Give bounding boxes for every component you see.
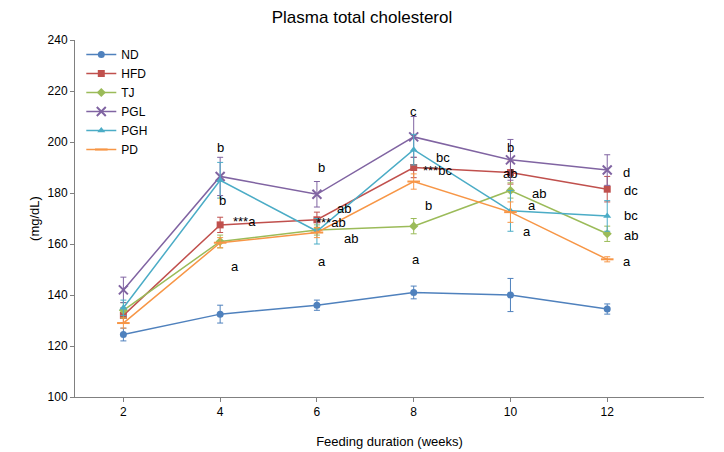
- svg-text:(mg/dL): (mg/dL): [27, 196, 42, 241]
- svg-text:4: 4: [217, 405, 224, 419]
- svg-text:a: a: [231, 259, 239, 274]
- svg-text:a: a: [528, 198, 536, 213]
- svg-text:bc: bc: [624, 208, 638, 223]
- svg-text:100: 100: [48, 390, 68, 404]
- svg-text:8: 8: [410, 405, 417, 419]
- svg-text:180: 180: [48, 186, 68, 200]
- svg-text:a: a: [523, 224, 531, 239]
- svg-text:ab: ab: [337, 201, 351, 216]
- svg-text:***ab: ***ab: [316, 215, 346, 230]
- svg-text:c: c: [410, 104, 417, 119]
- svg-text:d: d: [623, 165, 630, 180]
- svg-text:b: b: [507, 140, 514, 155]
- svg-text:240: 240: [48, 33, 68, 47]
- svg-text:***bc: ***bc: [423, 163, 452, 178]
- svg-text:PGL: PGL: [121, 105, 145, 119]
- svg-text:b: b: [318, 160, 325, 175]
- svg-text:Plasma total cholesterol: Plasma total cholesterol: [272, 8, 452, 27]
- svg-text:ab: ab: [344, 231, 358, 246]
- svg-text:PD: PD: [121, 143, 138, 157]
- svg-text:160: 160: [48, 237, 68, 251]
- svg-text:120: 120: [48, 339, 68, 353]
- svg-text:PGH: PGH: [121, 124, 147, 138]
- svg-text:Feeding duration (weeks): Feeding duration (weeks): [316, 434, 463, 449]
- svg-text:220: 220: [48, 84, 68, 98]
- svg-text:***a: ***a: [233, 214, 256, 229]
- svg-text:ab: ab: [503, 166, 517, 181]
- svg-text:ab: ab: [624, 228, 638, 243]
- svg-text:TJ: TJ: [121, 86, 134, 100]
- svg-text:b: b: [425, 198, 432, 213]
- svg-text:a: a: [318, 254, 326, 269]
- svg-text:bc: bc: [436, 150, 450, 165]
- svg-text:ab: ab: [532, 186, 546, 201]
- svg-text:200: 200: [48, 135, 68, 149]
- svg-text:6: 6: [314, 405, 321, 419]
- svg-text:HFD: HFD: [121, 67, 146, 81]
- svg-text:b: b: [219, 193, 226, 208]
- svg-text:10: 10: [504, 405, 518, 419]
- svg-text:ND: ND: [121, 48, 139, 62]
- svg-text:a: a: [623, 254, 631, 269]
- svg-text:12: 12: [601, 405, 615, 419]
- svg-text:2: 2: [120, 405, 127, 419]
- svg-text:a: a: [412, 252, 420, 267]
- svg-text:b: b: [217, 140, 224, 155]
- svg-text:dc: dc: [624, 183, 638, 198]
- svg-text:140: 140: [48, 288, 68, 302]
